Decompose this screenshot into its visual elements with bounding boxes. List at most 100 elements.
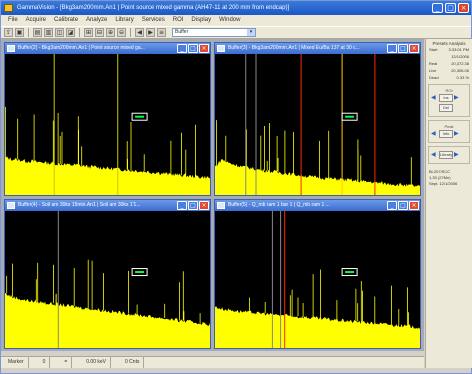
roi-marker-box[interactable] — [341, 112, 358, 121]
next-peak-icon[interactable]: ▶ — [146, 28, 155, 37]
panel-close-button[interactable]: × — [409, 201, 419, 210]
panel-minimize-button[interactable]: _ — [387, 201, 397, 210]
status-equals: = — [60, 357, 73, 368]
panel-title-bar[interactable]: Buffer(2) - Bkg3am200mm.An1 | Point sour… — [5, 43, 210, 54]
info-value: 20,372.38 — [451, 61, 469, 66]
save-icon[interactable]: ▣ — [15, 28, 24, 37]
arrow-right-icon[interactable]: ▶ — [454, 94, 459, 101]
arrow-right-icon[interactable]: ▶ — [454, 151, 459, 158]
peak-group-label: Peak — [444, 124, 454, 129]
start-acquire-icon[interactable]: ▤ — [33, 28, 42, 37]
panel-title-bar[interactable]: Buffer(4) - Soil am 30ks 15min.An1 | Soi… — [5, 200, 210, 211]
menu-file[interactable]: File — [8, 17, 18, 23]
panel-minimize-button[interactable]: _ — [177, 201, 187, 210]
roi-marker-box[interactable] — [341, 268, 358, 277]
spectrum-plot[interactable] — [5, 211, 210, 348]
panel-maximize-button[interactable]: □ — [398, 201, 408, 210]
spectrum-area — [5, 156, 210, 195]
panel-title: Buffer(5) - Q_mb ram 1 bar 1 | Q_mb ram … — [228, 202, 330, 208]
roi-delete-button[interactable]: Del — [439, 104, 453, 112]
roi-marker-box[interactable] — [131, 268, 148, 277]
panel-title-bar[interactable]: Buffer(3) - Bkg3am200mm.An1 | Mixed Eu/B… — [215, 43, 420, 54]
roi-marker-fill — [345, 115, 355, 118]
panel-controls: _ □ × — [387, 201, 419, 210]
clear-icon[interactable]: ◫ — [55, 28, 64, 37]
info-value: 0.33 % — [456, 75, 469, 80]
library-nuclide: Bi-207/SCC — [429, 169, 451, 174]
title-bar[interactable]: GammaVision - [Bkg3am200mm.An1 | Point s… — [1, 1, 471, 15]
info-row: Live 20,306.06 — [426, 67, 472, 74]
menu-window[interactable]: Window — [219, 17, 241, 23]
window-controls: _ □ × — [432, 3, 469, 13]
roi-mark-icon[interactable]: ⊞ — [84, 28, 93, 37]
side-panel-title: Presets Analysis — [432, 41, 466, 46]
spectrum-window-3[interactable]: Buffer(4) - Soil am 30ks 15min.An1 | Soi… — [4, 199, 211, 349]
status-bar: Marker 0 = 0.00 keV 0 Cnts — [1, 356, 424, 368]
spectrum-plot[interactable] — [5, 54, 210, 195]
panel-title-bar[interactable]: Buffer(5) - Q_mb ram 1 bar 1 | Q_mb ram … — [215, 200, 420, 211]
app-icon — [4, 4, 13, 12]
status-channel: 0 — [39, 357, 51, 368]
spectrum-plot[interactable] — [215, 54, 420, 195]
panel-controls: _ □ × — [387, 44, 419, 53]
toolbar: ⇪ ▣ ▤ ▥ ◫ ◪ ⊞ ⊟ ⊕ ⊖ ◀ ▶ ≡ Buffer ▾ — [1, 26, 471, 39]
panel-minimize-button[interactable]: _ — [177, 44, 187, 53]
panel-title: Buffer(4) - Soil am 30ks 15min.An1 | Soi… — [18, 202, 141, 208]
roi-clear-icon[interactable]: ⊟ — [95, 28, 104, 37]
arrow-left-icon[interactable]: ◀ — [431, 130, 436, 137]
spectrum-area — [5, 292, 210, 348]
menu-display[interactable]: Display — [191, 17, 212, 23]
info-value: 12/1/2006 — [451, 54, 469, 59]
panel-maximize-button[interactable]: □ — [398, 44, 408, 53]
window-title: GammaVision - [Bkg3am200mm.An1 | Point s… — [17, 5, 290, 11]
menu-analyze[interactable]: Analyze — [86, 17, 108, 23]
panel-minimize-button[interactable]: _ — [387, 44, 397, 53]
detector-select[interactable]: Buffer ▾ — [172, 28, 256, 37]
zoom-out-icon[interactable]: ⊖ — [117, 28, 126, 37]
panel-close-button[interactable]: × — [409, 44, 419, 53]
spectrum-window-2[interactable]: Buffer(3) - Bkg3am200mm.An1 | Mixed Eu/B… — [214, 42, 421, 196]
spectrum-plot[interactable] — [215, 211, 420, 348]
open-icon[interactable]: ⇪ — [4, 28, 13, 37]
info-row: Dead 0.33 % — [426, 74, 472, 81]
stop-acquire-icon[interactable]: ▥ — [44, 28, 53, 37]
info-row: Real 20,372.38 — [426, 60, 472, 67]
menu-bar: File Acquire Calibrate Analyze Library S… — [1, 15, 471, 26]
peak-info-button[interactable]: Info — [439, 130, 453, 138]
tile-windows-icon[interactable]: ≡ — [157, 28, 166, 37]
status-counts: 0 Cnts — [121, 357, 145, 368]
panel-maximize-button[interactable]: □ — [188, 201, 198, 210]
copy-icon[interactable]: ◪ — [66, 28, 75, 37]
prev-peak-icon[interactable]: ◀ — [135, 28, 144, 37]
library-button[interactable]: Library — [439, 151, 453, 159]
mdi-workspace: Buffer(2) - Bkg3am200mm.An1 | Point sour… — [1, 39, 424, 351]
spectrum-window-4[interactable]: Buffer(5) - Q_mb ram 1 bar 1 | Q_mb ram … — [214, 199, 421, 349]
arrow-right-icon[interactable]: ▶ — [454, 130, 459, 137]
panel-close-button[interactable]: × — [199, 201, 209, 210]
panel-controls: _ □ × — [177, 44, 209, 53]
info-label: Real — [429, 61, 438, 66]
menu-acquire[interactable]: Acquire — [25, 17, 47, 23]
roi-insert-button[interactable]: Ins — [439, 94, 453, 102]
menu-roi[interactable]: ROI — [172, 17, 184, 23]
panel-maximize-button[interactable]: □ — [188, 44, 198, 53]
menu-calibrate[interactable]: Calibrate — [54, 17, 79, 23]
library-energy: 1,33 (27Mn) — [429, 175, 451, 180]
library-group: ◀ Library ▶ — [428, 146, 470, 164]
spectrum-area — [215, 306, 420, 348]
chevron-down-icon[interactable]: ▾ — [247, 29, 255, 36]
menu-library[interactable]: Library — [115, 17, 134, 23]
roi-marker-box[interactable] — [131, 112, 148, 121]
panel-close-button[interactable]: × — [199, 44, 209, 53]
spectrum-window-1[interactable]: Buffer(2) - Bkg3am200mm.An1 | Point sour… — [4, 42, 211, 196]
maximize-button[interactable]: □ — [445, 3, 456, 13]
zoom-in-icon[interactable]: ⊕ — [106, 28, 115, 37]
minimize-button[interactable]: _ — [432, 3, 443, 13]
info-row: 12/1/2006 — [426, 53, 472, 60]
arrow-left-icon[interactable]: ◀ — [431, 151, 436, 158]
close-button[interactable]: × — [458, 3, 469, 13]
panel-title: Buffer(3) - Bkg3am200mm.An1 | Mixed Eu/B… — [228, 45, 360, 51]
menu-services[interactable]: Services — [141, 17, 165, 23]
arrow-left-icon[interactable]: ◀ — [431, 94, 436, 101]
